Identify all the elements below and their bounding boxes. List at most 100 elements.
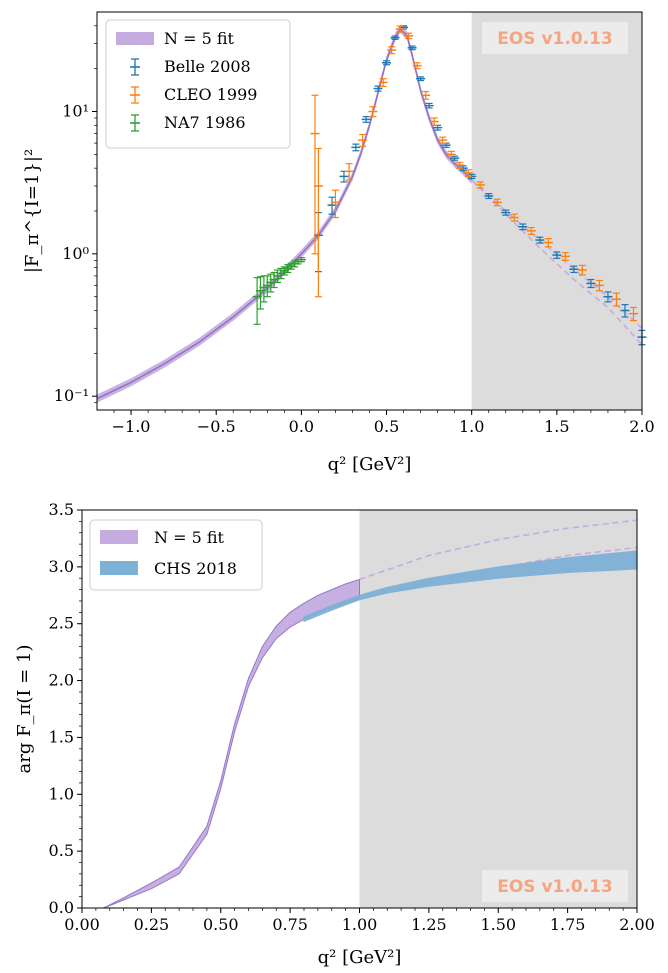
x-tick-label: −0.5 (197, 417, 236, 436)
belle-point (416, 76, 426, 82)
x-tick-label: −1.0 (112, 417, 151, 436)
top-watermark: EOS v1.0.13 (482, 22, 628, 54)
cleo-point (611, 292, 621, 307)
legend-item-cleo: CLEO 1999 (130, 85, 257, 104)
x-tick-label: 0.25 (134, 915, 170, 934)
bottom-series-group (103, 519, 638, 909)
top-series-group (96, 24, 647, 403)
bottom-y-axis: 0.0 0.5 1.0 1.5 2.0 2.5 3.0 3.5 (49, 500, 82, 917)
legend-item-chs: CHS 2018 (100, 559, 237, 578)
cleo-point (438, 136, 448, 144)
cleo-point (446, 150, 456, 159)
fit-band (103, 578, 360, 909)
legend-label-na7: NA7 1986 (164, 113, 246, 132)
bottom-watermark-text: EOS v1.0.13 (497, 877, 613, 897)
cleo-point (463, 169, 473, 178)
legend-item-fit: N = 5 fit (100, 528, 225, 547)
x-tick-label: 1.5 (544, 417, 569, 436)
belle-point (603, 291, 613, 303)
bottom-panel: 0.00 0.25 0.50 0.75 1.00 1.25 1.50 1.75 2.00 0.0… (14, 500, 655, 968)
legend-item-na7: NA7 1986 (130, 113, 246, 132)
legend-label-chs: CHS 2018 (154, 559, 237, 578)
na7-point (262, 275, 272, 298)
cleo-point (378, 78, 388, 88)
y-tick-label: 2.5 (49, 614, 74, 633)
legend-label-belle: Belle 2008 (164, 57, 251, 76)
legend-item-belle: Belle 2008 (130, 57, 251, 76)
belle-point (535, 236, 545, 244)
belle-point (382, 60, 392, 66)
x-tick-label: 1.50 (480, 915, 516, 934)
belle-point (552, 251, 562, 259)
belle-point (407, 45, 417, 51)
cleo-point (509, 213, 519, 222)
cleo-point (358, 133, 368, 147)
belle-point (501, 209, 511, 216)
y-tick-label: 3.0 (49, 557, 74, 576)
belle-point (351, 143, 361, 152)
top-panel: −1.0 −0.5 0.0 0.5 1.0 1.5 2.0 10⁻¹ 10⁰ 10¹ q² [G… (22, 11, 655, 475)
y-tick-label: 0.5 (49, 841, 74, 860)
top-legend: N = 5 fit Belle 2008 CLEO 1999 NA7 1986 (105, 19, 291, 149)
y-tick-label: 3.5 (49, 500, 74, 519)
fit-extrapolation-line (471, 179, 643, 346)
belle-point (620, 304, 630, 318)
cleo-point (594, 279, 604, 292)
belle-point (450, 155, 460, 161)
x-tick-label: 1.25 (411, 915, 447, 934)
cleo-point (368, 106, 378, 118)
x-tick-label: 2.0 (629, 417, 654, 436)
cleo-point (492, 198, 502, 207)
legend-label-fit: N = 5 fit (164, 29, 235, 48)
legend-label-cleo: CLEO 1999 (164, 85, 257, 104)
y-tick-label: 10⁰ (62, 244, 89, 263)
cleo-point (526, 226, 536, 235)
belle-point (484, 193, 494, 200)
belle-point (518, 223, 528, 231)
belle-point (569, 265, 579, 274)
bottom-y-axis-label: arg F_π(I = 1) (14, 644, 35, 773)
legend-item-fit: N = 5 fit (116, 29, 235, 48)
cleo-point (313, 147, 323, 298)
top-y-axis-label: |F_π^{I=1}|² (22, 149, 43, 273)
bottom-x-axis: 0.00 0.25 0.50 0.75 1.00 1.25 1.50 1.75 2.00 (64, 908, 655, 934)
fit-central-line (96, 27, 473, 400)
cleo-point (429, 117, 439, 126)
x-tick-label: 0.00 (64, 915, 100, 934)
x-tick-label: 1.00 (342, 915, 378, 934)
belle-point (361, 116, 371, 123)
x-tick-label: 1.0 (459, 417, 484, 436)
cleo-point (455, 161, 465, 169)
belle-point (390, 35, 400, 40)
y-tick-label: 2.0 (49, 671, 74, 690)
x-tick-label: 0.75 (272, 915, 308, 934)
x-tick-label: 1.75 (550, 915, 586, 934)
cleo-point (404, 32, 414, 40)
belle-point (586, 278, 596, 289)
top-extrapolation-shade (471, 12, 642, 410)
cleo-point (560, 252, 570, 261)
cleo-point (475, 181, 485, 189)
bottom-x-axis-label: q² [GeV²] (318, 947, 402, 968)
cleo-point (628, 306, 638, 322)
cleo-point (310, 94, 320, 255)
fit-extrapolation-line (359, 519, 638, 581)
y-tick-label: 0.0 (49, 898, 74, 917)
y-tick-label: 1.0 (49, 784, 74, 803)
x-tick-label: 0.50 (203, 915, 239, 934)
y-tick-label: 10⁻¹ (54, 386, 89, 405)
cleo-point (387, 46, 397, 55)
top-x-axis: −1.0 −0.5 0.0 0.5 1.0 1.5 2.0 (112, 410, 655, 436)
cleo-point (577, 264, 587, 276)
cleo-point (543, 237, 553, 248)
na7-point (296, 257, 306, 263)
cleo-point (344, 163, 354, 181)
belle-point (424, 102, 434, 109)
cleo-point (412, 62, 422, 70)
cleo-point (330, 189, 340, 219)
y-tick-label: 10¹ (62, 102, 89, 121)
x-tick-label: 2.00 (619, 915, 655, 934)
cleo-point (421, 90, 431, 100)
bottom-legend: N = 5 fit CHS 2018 (89, 519, 263, 591)
